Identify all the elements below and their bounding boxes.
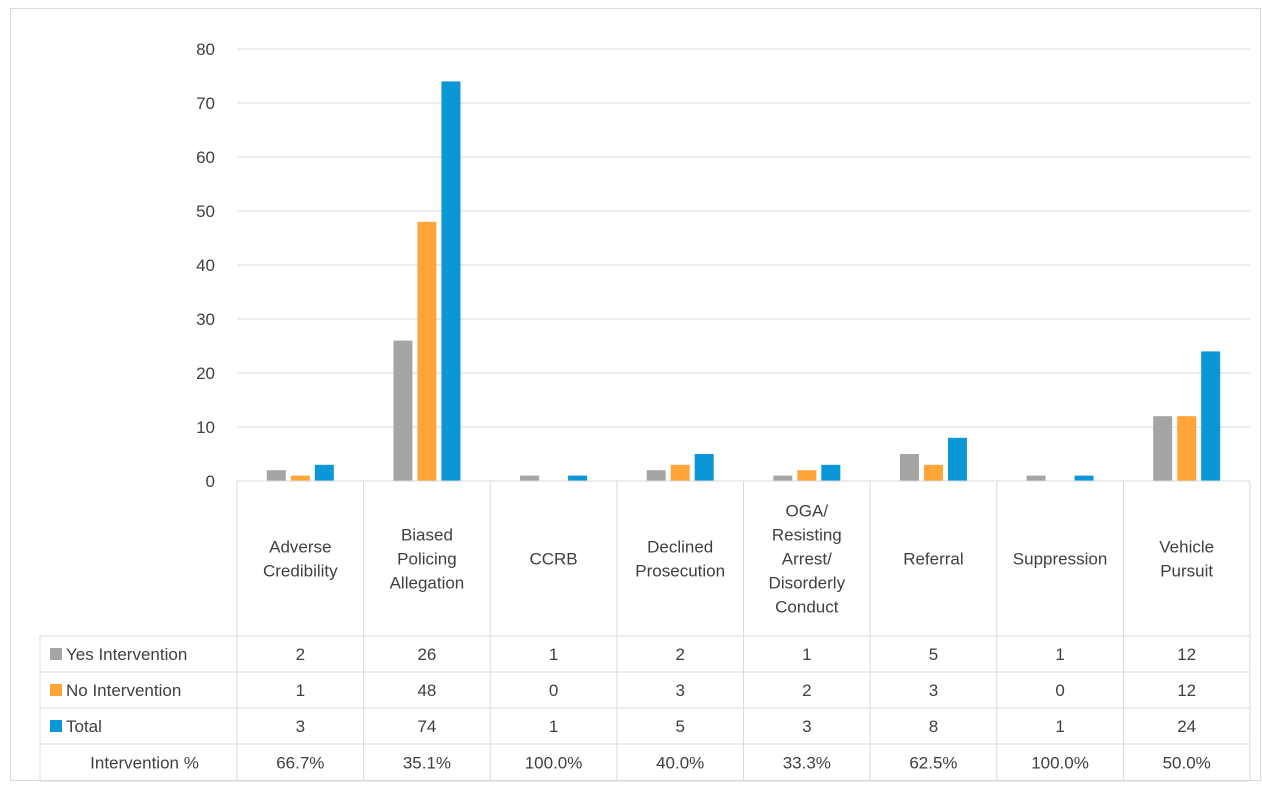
table-row-label: Yes Intervention <box>66 645 187 664</box>
category-label: Referral <box>903 550 963 569</box>
table-cell-value: 3 <box>296 717 305 736</box>
table-row-label: Total <box>66 717 102 736</box>
table-cell-value: 0 <box>549 681 558 700</box>
table-cell-value: 40.0% <box>656 754 704 773</box>
bar-yes-intervention <box>393 340 413 481</box>
table-cell-value: 62.5% <box>909 754 957 773</box>
category-label: CCRB <box>529 550 577 569</box>
y-tick-label: 40 <box>196 256 215 275</box>
category-label: OGA/ <box>786 502 829 521</box>
category-label: Prosecution <box>635 562 725 581</box>
bar-yes-intervention <box>266 470 286 481</box>
table-cell-value: 1 <box>549 717 558 736</box>
legend-swatch <box>50 684 62 696</box>
table-cell-value: 0 <box>1055 681 1064 700</box>
category-label: Disorderly <box>769 574 846 593</box>
bar-total <box>1074 475 1094 481</box>
bar-yes-intervention <box>520 475 540 481</box>
legend-swatch <box>50 648 62 660</box>
table-cell-value: 66.7% <box>276 754 324 773</box>
table-cell-value: 35.1% <box>403 754 451 773</box>
table-cell-value: 5 <box>929 645 938 664</box>
legend-swatch <box>50 720 62 732</box>
chart-border <box>10 8 1261 781</box>
y-tick-label: 20 <box>196 364 215 383</box>
bar-total <box>947 437 967 481</box>
bar-no-intervention <box>670 464 690 481</box>
bar-no-intervention <box>923 464 943 481</box>
bar-total <box>314 464 334 481</box>
category-label: Conduct <box>775 598 839 617</box>
table-cell-value: 3 <box>929 681 938 700</box>
y-tick-label: 0 <box>206 472 215 491</box>
table-cell-value: 5 <box>675 717 684 736</box>
table-cell-value: 3 <box>675 681 684 700</box>
category-label: Allegation <box>390 574 465 593</box>
category-label: Adverse <box>269 538 331 557</box>
bar-yes-intervention <box>899 454 919 481</box>
table-cell-value: 12 <box>1177 645 1196 664</box>
bar-no-intervention <box>797 470 817 481</box>
category-label: Biased <box>401 526 453 545</box>
bar-yes-intervention <box>646 470 666 481</box>
table-cell-value: 8 <box>929 717 938 736</box>
table-row-label: Intervention % <box>90 754 199 773</box>
category-label: Pursuit <box>1160 562 1213 581</box>
category-label: Policing <box>397 550 457 569</box>
table-cell-value: 12 <box>1177 681 1196 700</box>
table-cell-value: 2 <box>675 645 684 664</box>
bar-total <box>694 454 714 481</box>
bar-no-intervention <box>1177 416 1197 481</box>
table-cell-value: 50.0% <box>1163 754 1211 773</box>
bar-total <box>568 475 588 481</box>
table-cell-value: 1 <box>296 681 305 700</box>
table-cell-value: 74 <box>417 717 436 736</box>
table-row-label: No Intervention <box>66 681 181 700</box>
category-label: Resisting <box>772 526 842 545</box>
table-cell-value: 1 <box>1055 717 1064 736</box>
bar-total <box>821 464 841 481</box>
bar-total <box>1201 351 1221 481</box>
table-cell-value: 100.0% <box>525 754 583 773</box>
bar-yes-intervention <box>1026 475 1046 481</box>
category-label: Vehicle <box>1159 538 1214 557</box>
y-tick-label: 70 <box>196 94 215 113</box>
table-cell-value: 24 <box>1177 717 1196 736</box>
table-cell-value: 1 <box>1055 645 1064 664</box>
y-tick-label: 50 <box>196 202 215 221</box>
bar-no-intervention <box>417 221 437 482</box>
y-tick-label: 60 <box>196 148 215 167</box>
y-tick-label: 10 <box>196 418 215 437</box>
category-label: Suppression <box>1013 550 1108 569</box>
table-cell-value: 48 <box>417 681 436 700</box>
table-cell-value: 3 <box>802 717 811 736</box>
category-label: Declined <box>647 538 713 557</box>
bar-yes-intervention <box>1153 416 1173 481</box>
table-cell-value: 2 <box>296 645 305 664</box>
y-tick-label: 30 <box>196 310 215 329</box>
bar-total <box>441 81 461 482</box>
table-cell-value: 26 <box>417 645 436 664</box>
bar-no-intervention <box>290 475 310 481</box>
bar-yes-intervention <box>773 475 793 481</box>
table-cell-value: 1 <box>549 645 558 664</box>
table-cell-value: 1 <box>802 645 811 664</box>
category-label: Credibility <box>263 562 338 581</box>
table-cell-value: 100.0% <box>1031 754 1089 773</box>
y-tick-label: 80 <box>196 40 215 59</box>
category-label: Arrest/ <box>782 550 832 569</box>
table-cell-value: 33.3% <box>783 754 831 773</box>
table-cell-value: 2 <box>802 681 811 700</box>
